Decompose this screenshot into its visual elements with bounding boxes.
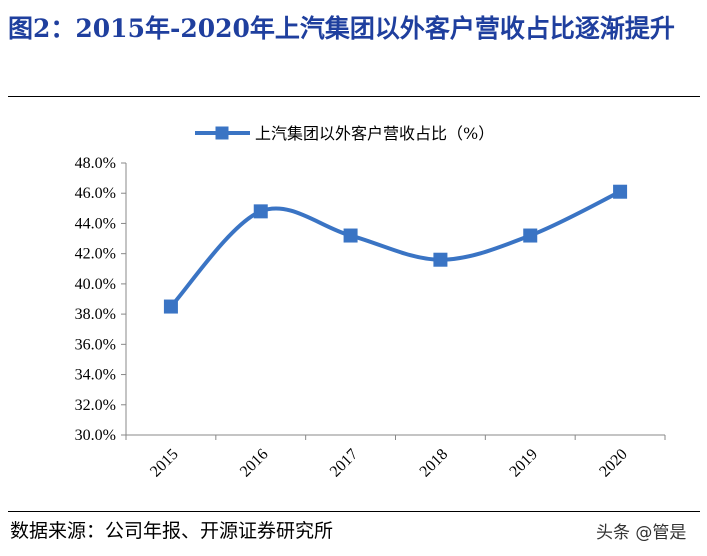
y-tick-label: 44.0% (75, 215, 116, 232)
x-tick-label: 2015 (147, 446, 182, 481)
legend-marker (215, 126, 229, 140)
watermark: 头条 @管是 (596, 523, 687, 543)
series-line (169, 189, 621, 308)
data-point-marker (523, 228, 538, 243)
y-tick-label: 32.0% (75, 397, 116, 414)
legend-label: 上汽集团以外客户营收占比（%） (255, 124, 494, 143)
y-tick-label: 42.0% (75, 246, 116, 263)
y-tick-label: 46.0% (75, 185, 116, 202)
data-point-marker (253, 204, 268, 219)
x-tick-label: 2020 (596, 446, 631, 481)
y-tick-label: 48.0% (75, 155, 116, 172)
x-tick-label: 2019 (506, 446, 541, 481)
data-point-marker (343, 228, 358, 243)
top-rule (8, 96, 700, 97)
axes (125, 163, 665, 436)
data-point-marker (613, 184, 628, 199)
y-tick-label: 34.0% (75, 367, 116, 384)
data-point-marker (433, 252, 448, 267)
x-tick-label: 2018 (417, 446, 452, 481)
y-tick-label: 40.0% (75, 276, 116, 293)
y-tick-label: 30.0% (75, 427, 116, 444)
y-axis-ticks: 30.0% 32.0% 34.0% 36.0% 38.0% 40.0% 42.0% 44.0%… (75, 155, 126, 444)
series-group (163, 184, 628, 314)
x-axis-ticks: 2015 2016 2017 2018 2019 2020 (125, 435, 666, 481)
bottom-rule (8, 511, 700, 512)
x-tick-label: 2017 (327, 446, 362, 481)
figure-title: 图2：2015年-2020年上汽集团以外客户营收占比逐渐提升 (8, 14, 675, 43)
x-tick-label: 2016 (237, 446, 272, 481)
data-source: 数据来源：公司年报、开源证券研究所 (10, 520, 334, 542)
data-point-marker (163, 299, 178, 314)
y-tick-label: 36.0% (75, 336, 116, 353)
legend: 上汽集团以外客户营收占比（%） (195, 124, 494, 143)
y-tick-label: 38.0% (75, 306, 116, 323)
